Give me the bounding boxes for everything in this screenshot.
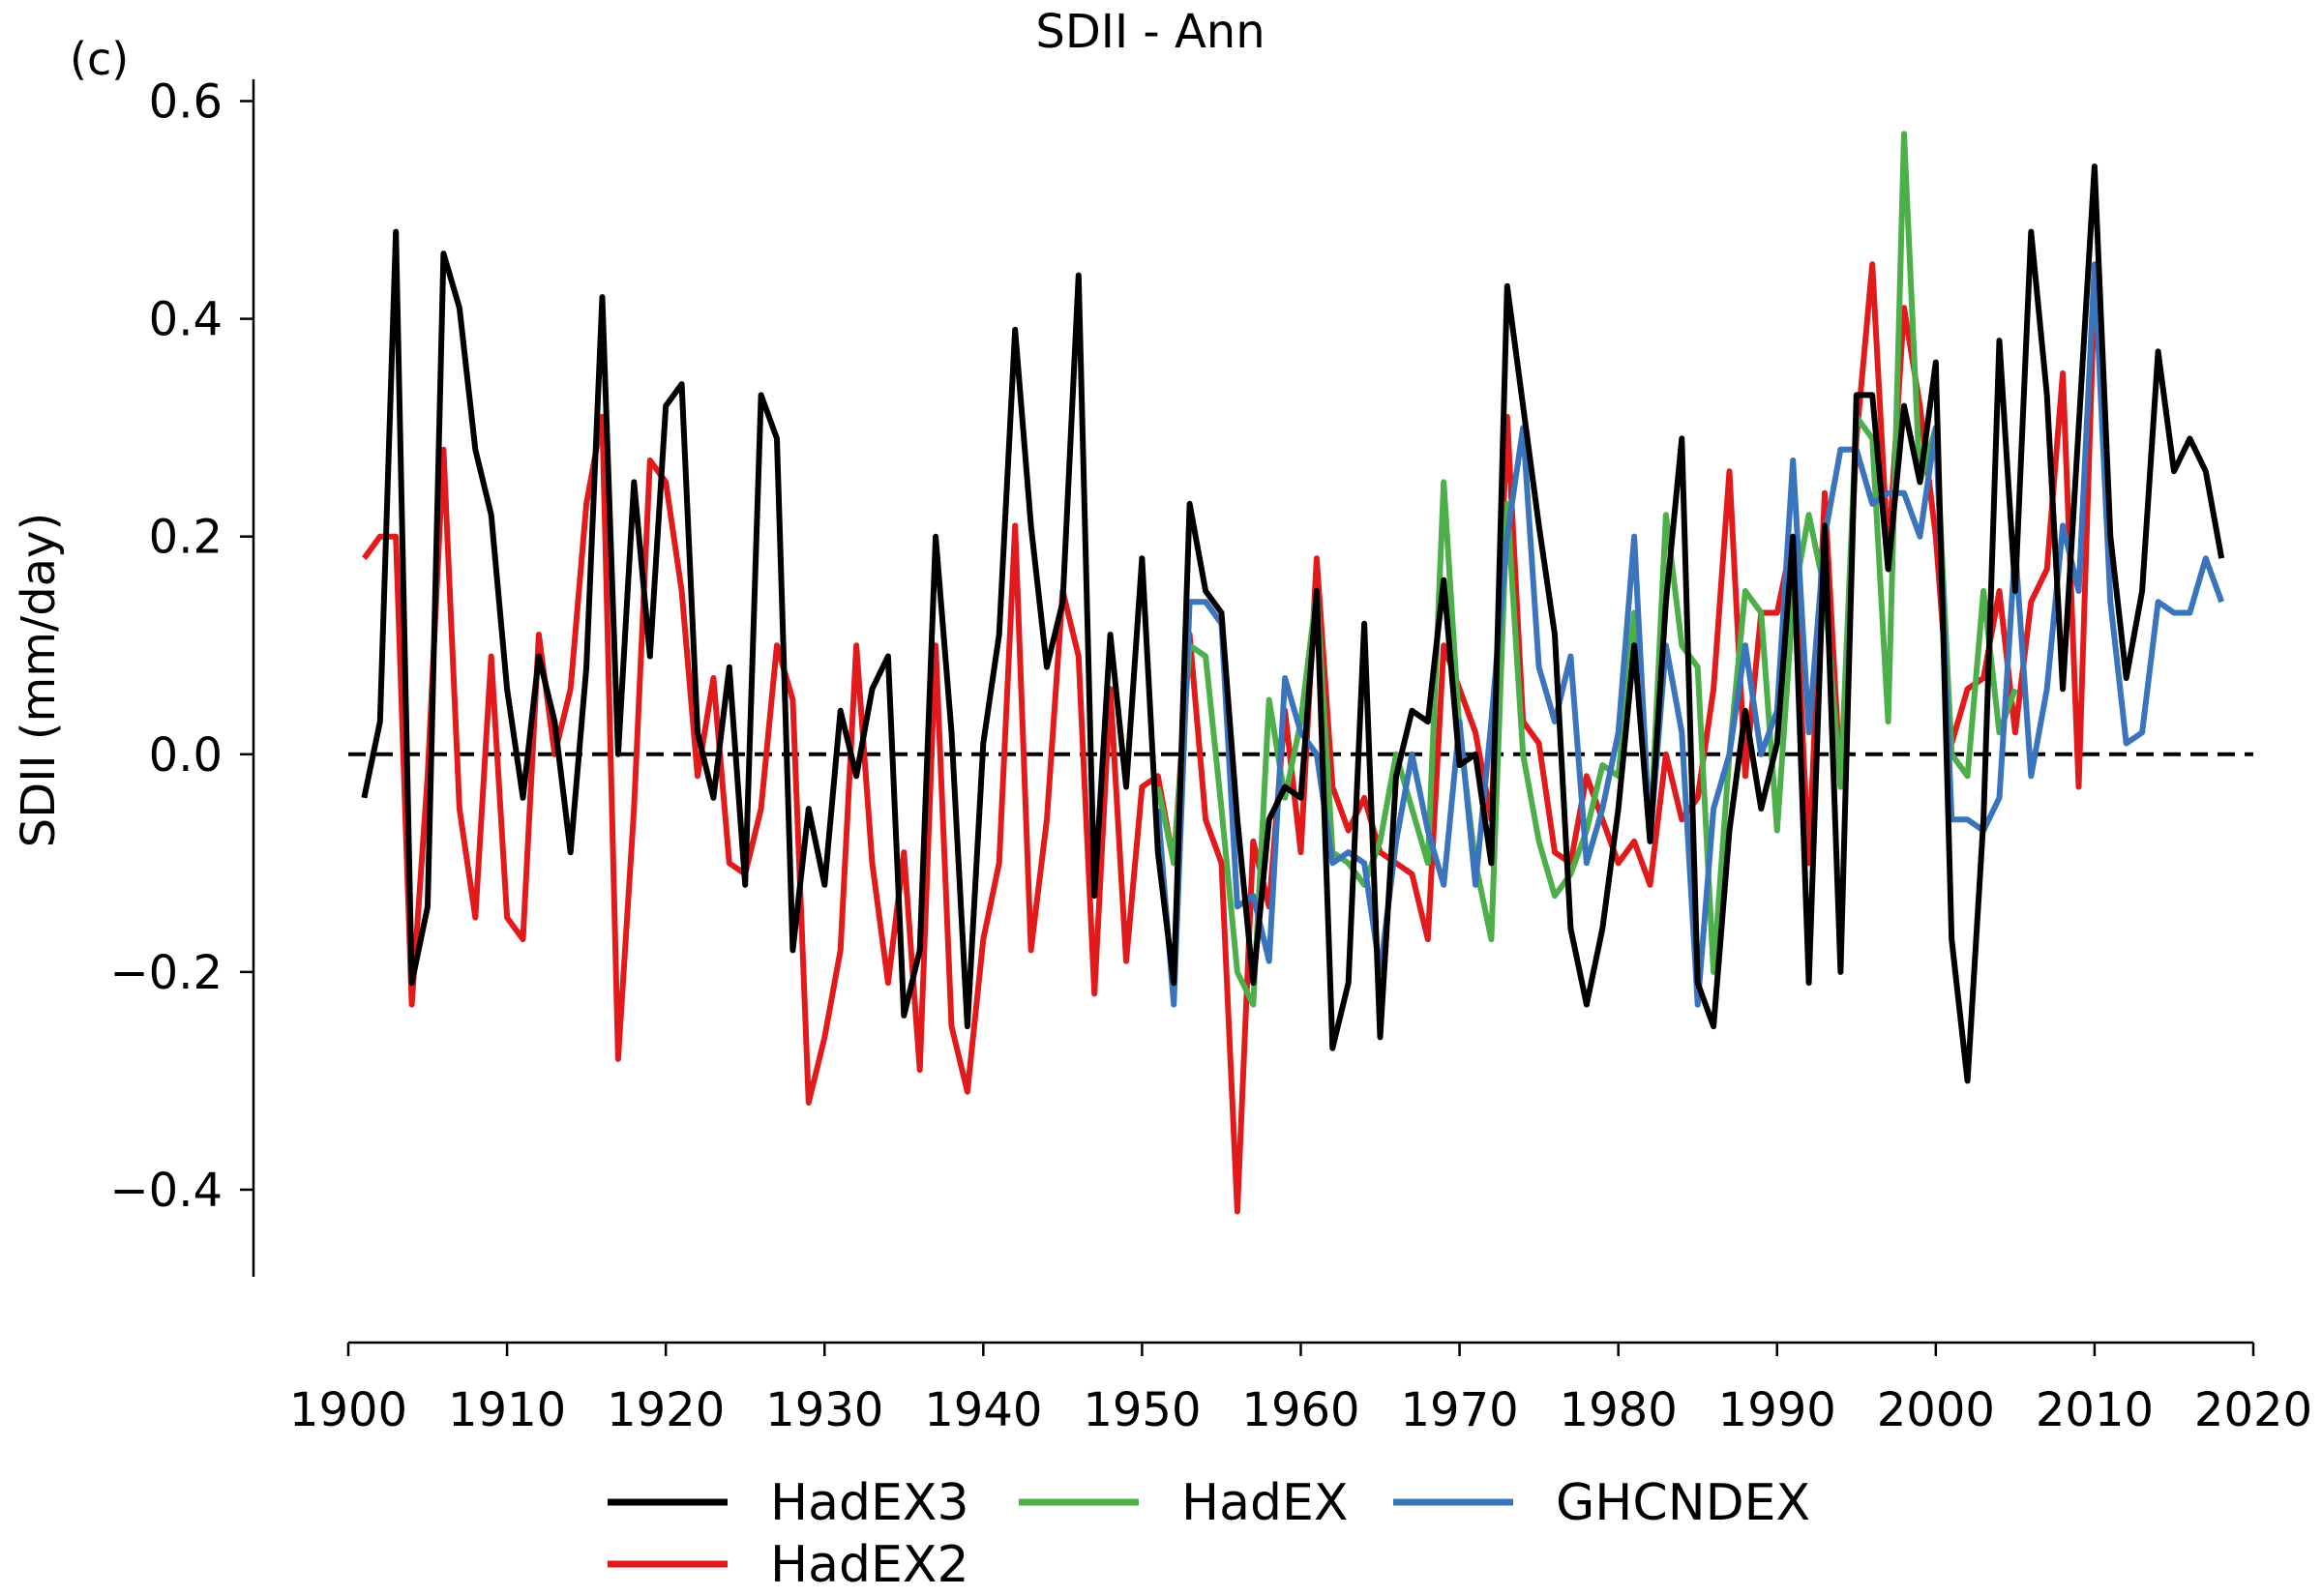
x-tick-label: 1980 [1560,1383,1678,1437]
x-tick-label: 1970 [1401,1383,1519,1437]
y-axis-label: SDII (mm/day) [12,513,66,847]
series-line-ghcndex [1154,261,2225,1008]
plot-series [361,131,2225,1215]
y-tick-label: −0.4 [109,1164,223,1218]
x-tick-label: 1930 [765,1383,883,1437]
series-line-hadex2 [361,261,2098,1215]
legend-label: GHCNDEX [1556,1474,1810,1532]
panel-label: (c) [70,33,129,85]
x-tick-label: 1900 [289,1383,407,1437]
chart-title: SDII - Ann [1035,5,1265,59]
legend-label: HadEX2 [770,1536,969,1594]
legend-item-hadex3: HadEX3 [608,1474,969,1532]
legend-label: HadEX [1181,1474,1348,1532]
series-line-hadex3 [361,163,2225,1084]
x-tick-label: 1910 [448,1383,566,1437]
legend-item-hadex: HadEX [1019,1474,1348,1532]
legend-item-hadex2: HadEX2 [608,1536,969,1594]
x-tick-label: 1950 [1083,1383,1201,1437]
legend-item-ghcndex: GHCNDEX [1393,1474,1810,1532]
x-tick-label: 1920 [607,1383,725,1437]
x-tick-label: 2020 [2194,1383,2312,1437]
x-axis: 1900 1910 1920 1930 1940 1950 1960 1970 1980 1990… [289,1341,2312,1437]
y-axis: −0.4 −0.2 0.0 0.2 0.4 0.6 [109,75,255,1277]
y-tick-label: 0.2 [149,511,223,565]
x-tick-label: 2010 [2036,1383,2154,1437]
y-tick-label: 0.0 [149,728,223,783]
x-tick-label: 1940 [924,1383,1042,1437]
y-tick-label: −0.2 [109,946,223,1000]
x-tick-label: 1960 [1241,1383,1359,1437]
x-tick-label: 1990 [1718,1383,1836,1437]
legend-label: HadEX3 [770,1474,969,1532]
x-tick-label: 2000 [1877,1383,1995,1437]
y-tick-label: 0.4 [149,293,223,347]
y-tick-label: 0.6 [149,75,223,130]
